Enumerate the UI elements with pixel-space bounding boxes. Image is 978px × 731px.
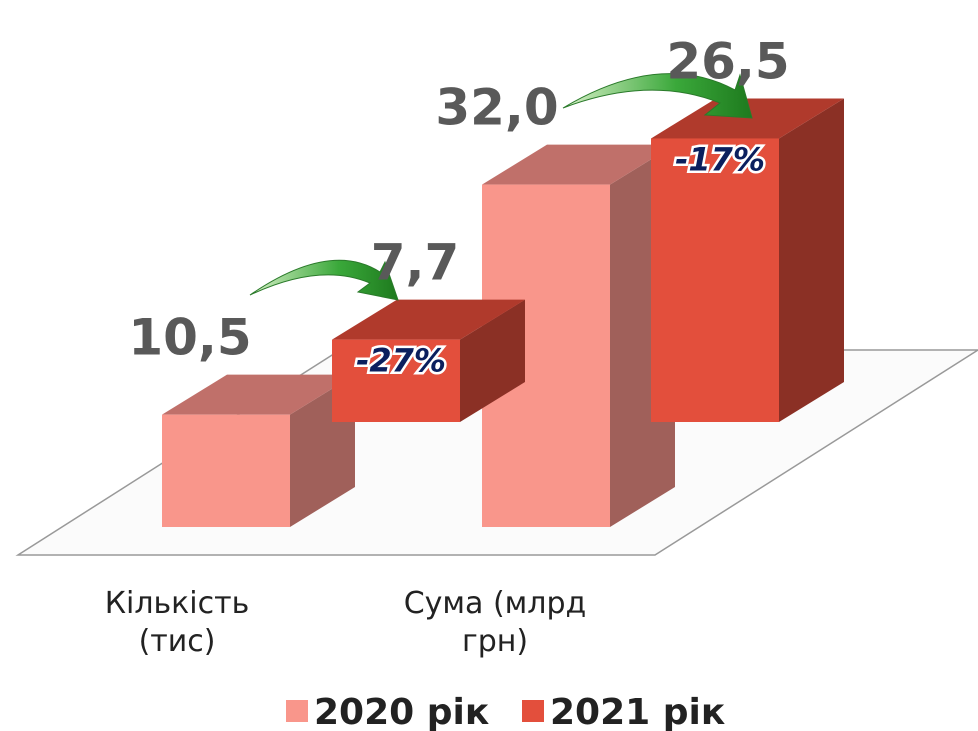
bar-top	[482, 144, 675, 185]
labels: 10,5 32,0 7,7 -27% 26,5 -17%	[128, 32, 789, 382]
bar-front	[332, 339, 460, 422]
value-label: 7,7	[371, 234, 460, 292]
bars	[162, 98, 844, 527]
value-label: 32,0	[435, 79, 558, 137]
arrow	[249, 259, 399, 301]
x-tick-label: Сума (млрд грн)	[403, 586, 587, 659]
value-label: 10,5	[128, 309, 251, 367]
x-tick-label: Кількість (тис)	[104, 586, 250, 659]
legend-label: 2021 рік	[550, 692, 725, 731]
arrow	[562, 73, 753, 119]
legend-label: 2020 рік	[314, 692, 489, 731]
change-label: -27%	[356, 342, 446, 380]
bar-top	[332, 299, 525, 340]
bar-front	[162, 414, 290, 527]
bar	[332, 299, 525, 422]
legend-swatch	[522, 700, 544, 722]
bar	[651, 98, 844, 422]
bar-top	[651, 98, 844, 139]
bar	[162, 374, 355, 527]
bar	[482, 144, 675, 527]
bar-top	[162, 374, 355, 415]
change-label: -17%	[675, 140, 765, 178]
bar-side	[779, 98, 844, 422]
value-label: 26,5	[666, 32, 789, 90]
legend-swatch	[286, 700, 308, 722]
bar-side	[460, 299, 525, 422]
bar-front	[651, 138, 779, 422]
